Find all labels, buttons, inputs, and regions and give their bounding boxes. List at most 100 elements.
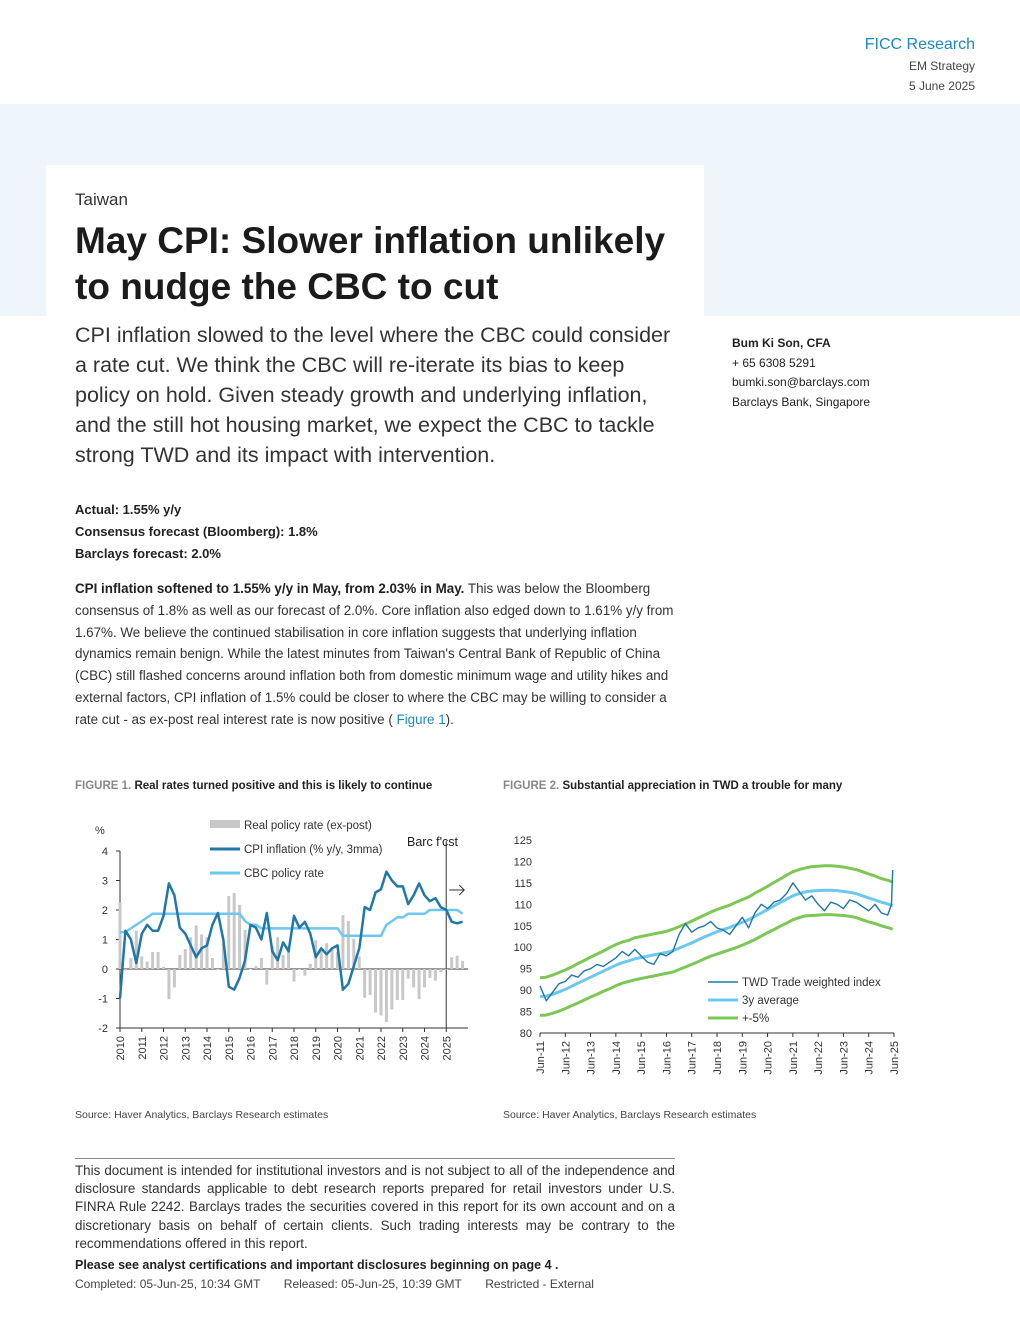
country-kicker: Taiwan <box>75 190 128 209</box>
figure-1-real-rate-bar <box>232 893 236 969</box>
figure-2-title: FIGURE 2. Substantial appreciation in TW… <box>503 780 842 792</box>
figure-1-real-rate-bar <box>194 925 198 969</box>
figure-2-xtick: Jun-24 <box>864 1041 876 1075</box>
figure-1-real-rate-bar <box>423 969 426 988</box>
figure-1-title: FIGURE 1. Real rates turned positive and… <box>75 780 432 792</box>
figure-1-real-rate-bar <box>417 969 421 1000</box>
figure-1-cpi-line <box>118 870 463 999</box>
figure-1-real-rate-bar <box>346 921 350 969</box>
figure-1-source: Source: Haver Analytics, Barclays Resear… <box>75 1109 329 1121</box>
figure-1-real-rate-bar <box>156 952 160 969</box>
figure-2-average-line <box>539 888 894 998</box>
figure-1-xtick: 2018 <box>289 1036 301 1060</box>
figure-1-real-rate-bar <box>178 954 182 969</box>
figure-1-ylabel: % <box>95 825 105 837</box>
figure-1-real-rate-bar <box>200 934 204 969</box>
figure-1-real-rate-bar <box>162 966 165 969</box>
figure-2-legend-label: TWD Trade weighted index <box>742 977 881 989</box>
figure-1-real-rate-bar <box>205 937 209 969</box>
figure-1-real-rate-bar <box>221 943 225 969</box>
figure-1-real-rate-bar <box>151 952 155 969</box>
author-org: Barclays Bank, Singapore <box>732 394 871 409</box>
figure-1-real-rate-bar <box>118 902 122 969</box>
figure-2-twd-line <box>539 869 894 1002</box>
figure-2-ytick: 95 <box>520 964 532 976</box>
figure-1-real-rate-bar <box>292 969 296 982</box>
figure-1-ytick: -1 <box>98 994 108 1006</box>
figure-1-real-rate-bar <box>401 969 405 1000</box>
figure-1-real-rate-bar <box>167 969 171 1000</box>
figure-1-real-rate-bar <box>265 969 269 985</box>
figure-1-real-rate-bar <box>216 969 220 970</box>
figure-1-xtick: 2017 <box>267 1036 279 1060</box>
figure-1-xtick: 2011 <box>137 1036 149 1060</box>
report-date: 5 June 2025 <box>908 79 975 93</box>
figure-1-legend-swatch <box>210 820 240 828</box>
figure-1-legend-label: Real policy rate (ex-post) <box>244 820 372 832</box>
figure-1-real-rate-bar <box>287 946 291 969</box>
figure-1-real-rate-bar <box>325 943 329 969</box>
figure-1-xtick: 2021 <box>354 1036 366 1060</box>
figure-1-real-rate-bar <box>336 952 339 969</box>
figure-1-link[interactable]: Figure 1 <box>396 711 446 727</box>
fact-barclays: Barclays forecast: 2.0% <box>75 546 221 561</box>
figure-1-real-rate-bar <box>433 969 437 981</box>
figure-2-ytick: 125 <box>514 835 532 847</box>
figure-1-real-rate-bar <box>330 949 334 969</box>
figure-1-ytick: 3 <box>102 876 108 888</box>
figure-1-ytick: 2 <box>102 905 108 917</box>
disclosures-notice: Please see analyst certifications and im… <box>75 1258 559 1272</box>
brand-label: FICC Research <box>864 36 975 53</box>
figure-1-real-rate-bar <box>368 969 372 995</box>
figure-1-real-rate-bar <box>384 969 388 1023</box>
figure-1-real-rate-bar <box>210 957 214 969</box>
author-phone: + 65 6308 5291 <box>732 355 816 370</box>
figure-1-real-rate-bar <box>123 969 127 971</box>
key-facts: Actual: 1.55% y/y Consensus forecast (Bl… <box>75 499 318 565</box>
figure-2-xtick: Jun-18 <box>712 1041 724 1075</box>
figure-1-xtick: 2019 <box>311 1036 323 1060</box>
figure-1-xtick: 2024 <box>420 1036 432 1060</box>
figure-1-caption: Real rates turned positive and this is l… <box>134 780 433 792</box>
figure-2-source: Source: Haver Analytics, Barclays Resear… <box>503 1109 757 1121</box>
figure-1-legend-label: CBC policy rate <box>244 868 324 880</box>
fact-actual: Actual: 1.55% y/y <box>75 502 182 517</box>
author-email[interactable]: bumki.son@barclays.com <box>732 375 870 389</box>
figure-1-xtick: 2016 <box>246 1036 258 1060</box>
figure-2-ytick: 85 <box>520 1007 532 1019</box>
lede-paragraph: CPI inflation slowed to the level where … <box>75 323 671 467</box>
figure-1-real-rate-bar <box>254 966 258 969</box>
figure-1-real-rate-bar <box>390 969 394 1010</box>
body-tail: ). <box>445 711 454 727</box>
figure-1-real-rate-bar <box>134 930 138 969</box>
figure-1-ytick: 1 <box>102 935 108 947</box>
figure-2-xtick: Jun-13 <box>586 1041 598 1075</box>
figure-1-real-rate-bar <box>352 938 356 969</box>
figure-1-real-rate-bar <box>129 957 133 969</box>
figure-2-xtick: Jun-16 <box>661 1041 673 1075</box>
figure-2-ytick: 80 <box>520 1028 532 1040</box>
figure-1-real-rate-bar <box>412 969 416 988</box>
figure-1-real-rate-bar <box>189 937 193 969</box>
fact-consensus: Consensus forecast (Bloomberg): 1.8% <box>75 524 318 539</box>
figure-1-real-rate-bar <box>270 946 274 969</box>
team-label: EM Strategy <box>908 59 975 73</box>
figure-1-chart: % -2 -1 0 1 2 3 4 2010 2011 2012 2013 2014 2015 2016 20… <box>95 820 468 1060</box>
figure-1-real-rate-bar <box>428 969 432 978</box>
figure-1-real-rate-bar <box>172 969 176 988</box>
figure-1-annotation: Barc f'cst <box>407 835 459 849</box>
figure-1-real-rate-bar <box>276 937 280 969</box>
figure-2-xtick: Jun-15 <box>636 1041 648 1075</box>
figure-1-real-rate-bar <box>455 955 459 969</box>
figure-1-real-rate-bar <box>227 895 231 969</box>
footer: Completed: 05-Jun-25, 10:34 GMT Released… <box>75 1277 614 1291</box>
figure-2-xtick: Jun-23 <box>838 1041 850 1075</box>
figure-2-label: FIGURE 2. <box>503 780 560 792</box>
figure-1-xtick: 2015 <box>224 1036 236 1060</box>
figure-2-xtick: Jun-21 <box>788 1041 800 1075</box>
figure-1-real-rate-bar <box>379 969 383 1016</box>
figure-1-real-rate-bar <box>183 949 187 969</box>
figure-1-real-rate-bar <box>374 969 378 1013</box>
figure-1-ytick: 4 <box>102 846 108 858</box>
page-title: May CPI: Slower inflation unlikely to nu… <box>75 220 666 307</box>
